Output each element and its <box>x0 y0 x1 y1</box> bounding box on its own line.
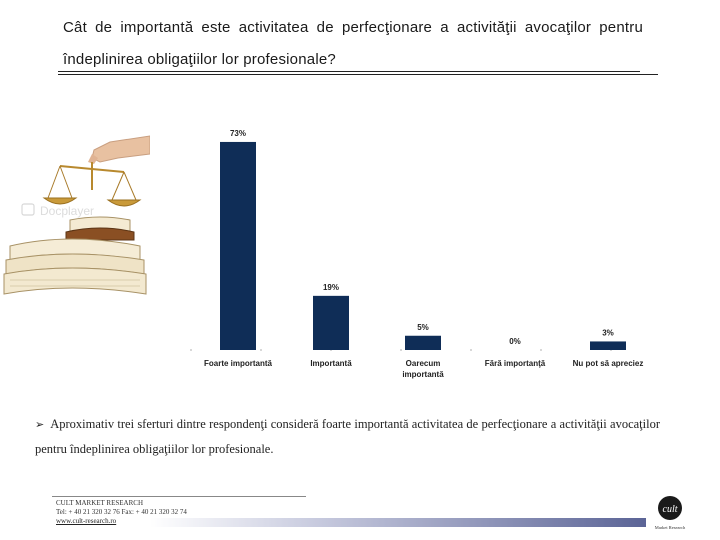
category-label-2: Importantă <box>310 359 352 368</box>
bar-3 <box>405 335 441 350</box>
title-divider <box>58 71 640 72</box>
footer-gradient-bar <box>150 518 646 527</box>
category-label-3-line-2: importantă <box>402 370 444 379</box>
summary-paragraph: ➢ Aproximativ trei sferturi dintre respon… <box>35 412 660 461</box>
footer-divider <box>52 496 306 497</box>
logo-caption: Market Research <box>655 525 686 530</box>
watermark-text: Docplayer <box>40 204 94 218</box>
category-label-1: Foarte importantă <box>204 359 273 368</box>
value-label-3: 5% <box>417 323 429 332</box>
category-label-4: Fără importanţă <box>485 359 546 368</box>
footer-contact: Tel: + 40 21 320 32 76 Fax: + 40 21 320 … <box>56 508 187 516</box>
arrow-bullet-icon: ➢ <box>35 418 45 431</box>
footer-website-link[interactable]: www.cult-research.ro <box>56 517 117 525</box>
footer-company: CULT MARKET RESEARCH <box>56 499 143 507</box>
svg-text:cult: cult <box>663 504 678 515</box>
cult-logo-icon: cult Market Research <box>652 494 688 532</box>
justice-scale-books-icon: Docplayer <box>0 128 151 308</box>
title-divider-secondary <box>58 74 658 75</box>
footer-contact-block: CULT MARKET RESEARCH Tel: + 40 21 320 32… <box>56 499 187 526</box>
bar-chart: 73% 19% 5% 0% 3% Foarte importantă Importantă… <box>190 129 660 379</box>
category-label-5: Nu pot să apreciez <box>573 359 644 368</box>
value-label-4: 0% <box>509 337 521 346</box>
value-label-2: 19% <box>323 283 339 292</box>
category-label-3-line-1: Oarecum <box>406 359 441 368</box>
value-label-5: 3% <box>602 328 614 337</box>
summary-text: Aproximativ trei sferturi dintre respond… <box>35 417 660 456</box>
bar-5 <box>590 341 626 350</box>
slide-title: Cât de importantă este activitatea de pe… <box>63 19 643 68</box>
bar-1 <box>220 141 256 350</box>
bar-2 <box>313 295 349 350</box>
value-label-1: 73% <box>230 129 246 138</box>
